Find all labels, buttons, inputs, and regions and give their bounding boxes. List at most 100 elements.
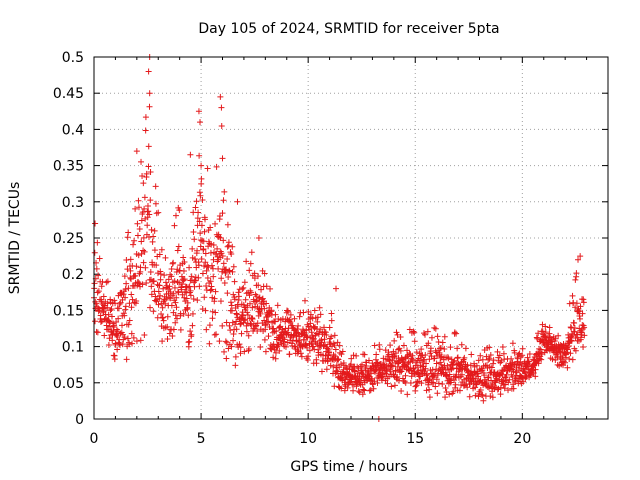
data-point — [373, 359, 380, 366]
data-point — [187, 328, 194, 335]
data-point — [444, 362, 451, 369]
data-point — [166, 330, 173, 337]
data-point — [480, 397, 487, 404]
data-point — [175, 289, 182, 296]
data-point — [458, 341, 465, 348]
data-point — [192, 204, 199, 211]
data-point — [201, 228, 208, 235]
data-point — [426, 394, 433, 401]
data-point — [142, 127, 149, 134]
data-point — [267, 342, 274, 349]
data-point — [172, 212, 179, 219]
data-point — [573, 270, 580, 277]
data-point — [164, 323, 171, 330]
data-point — [224, 290, 231, 297]
plot-frame — [93, 56, 609, 420]
data-point — [459, 371, 466, 378]
data-point — [523, 373, 530, 380]
data-point — [147, 197, 154, 204]
data-point — [226, 268, 233, 275]
data-point — [214, 245, 221, 252]
data-point — [472, 384, 479, 391]
data-point — [310, 335, 317, 342]
data-point — [187, 292, 194, 299]
data-point — [564, 346, 571, 353]
data-point — [218, 275, 225, 282]
data-point — [100, 308, 107, 315]
data-point — [484, 374, 491, 381]
data-point — [107, 296, 114, 303]
data-point — [124, 266, 131, 273]
data-point — [176, 279, 183, 286]
data-point — [569, 292, 576, 299]
data-point — [245, 332, 252, 339]
data-point — [454, 345, 461, 352]
data-point — [244, 320, 251, 327]
data-point — [222, 338, 229, 345]
data-point — [284, 307, 291, 314]
data-point — [263, 283, 270, 290]
data-point — [128, 275, 135, 282]
data-point — [194, 297, 201, 304]
data-point — [519, 374, 526, 381]
data-point — [206, 322, 213, 329]
data-point — [97, 319, 104, 326]
data-point — [262, 348, 269, 355]
data-point — [305, 353, 312, 360]
data-point — [413, 349, 420, 356]
data-point — [571, 320, 578, 327]
data-point — [196, 152, 203, 159]
data-point — [139, 172, 146, 179]
data-point — [195, 274, 202, 281]
data-point — [171, 284, 178, 291]
data-point — [532, 366, 539, 373]
data-point — [169, 260, 176, 267]
data-point — [156, 295, 163, 302]
data-point — [218, 250, 225, 257]
data-point — [322, 329, 329, 336]
data-point — [361, 351, 368, 358]
data-point — [114, 346, 121, 353]
data-point — [307, 311, 314, 318]
data-point — [483, 378, 490, 385]
data-point — [133, 148, 140, 155]
data-point — [111, 322, 118, 329]
data-point — [137, 337, 144, 344]
data-point — [499, 343, 506, 350]
data-point — [295, 322, 302, 329]
data-point — [479, 356, 486, 363]
data-point — [499, 378, 506, 385]
data-point — [443, 372, 450, 379]
data-point — [111, 297, 118, 304]
data-point — [348, 355, 355, 362]
data-point — [192, 256, 199, 263]
data-point — [276, 324, 283, 331]
data-point — [387, 368, 394, 375]
data-point — [219, 210, 226, 217]
data-point — [428, 334, 435, 341]
data-point — [481, 372, 488, 379]
tick-labels: 0 0.05 0.1 0.15 0.2 0.25 0.3 0.35 0.4 0.45 0.5 0 5 10… — [53, 50, 531, 447]
data-point — [197, 230, 204, 237]
data-point — [394, 373, 401, 380]
data-point — [202, 216, 209, 223]
data-point — [426, 376, 433, 383]
data-point — [569, 332, 576, 339]
data-point — [108, 313, 115, 320]
data-point — [344, 384, 351, 391]
data-point — [569, 356, 576, 363]
data-point — [441, 333, 448, 340]
data-point — [428, 353, 435, 360]
data-point — [473, 362, 480, 369]
data-point — [427, 345, 434, 352]
data-point — [488, 364, 495, 371]
data-point — [119, 341, 126, 348]
data-point — [129, 340, 136, 347]
data-point — [124, 234, 131, 241]
data-point — [115, 315, 122, 322]
data-point — [270, 325, 277, 332]
data-point — [151, 247, 158, 254]
data-point — [335, 356, 342, 363]
data-point — [450, 388, 457, 395]
data-point — [223, 339, 230, 346]
